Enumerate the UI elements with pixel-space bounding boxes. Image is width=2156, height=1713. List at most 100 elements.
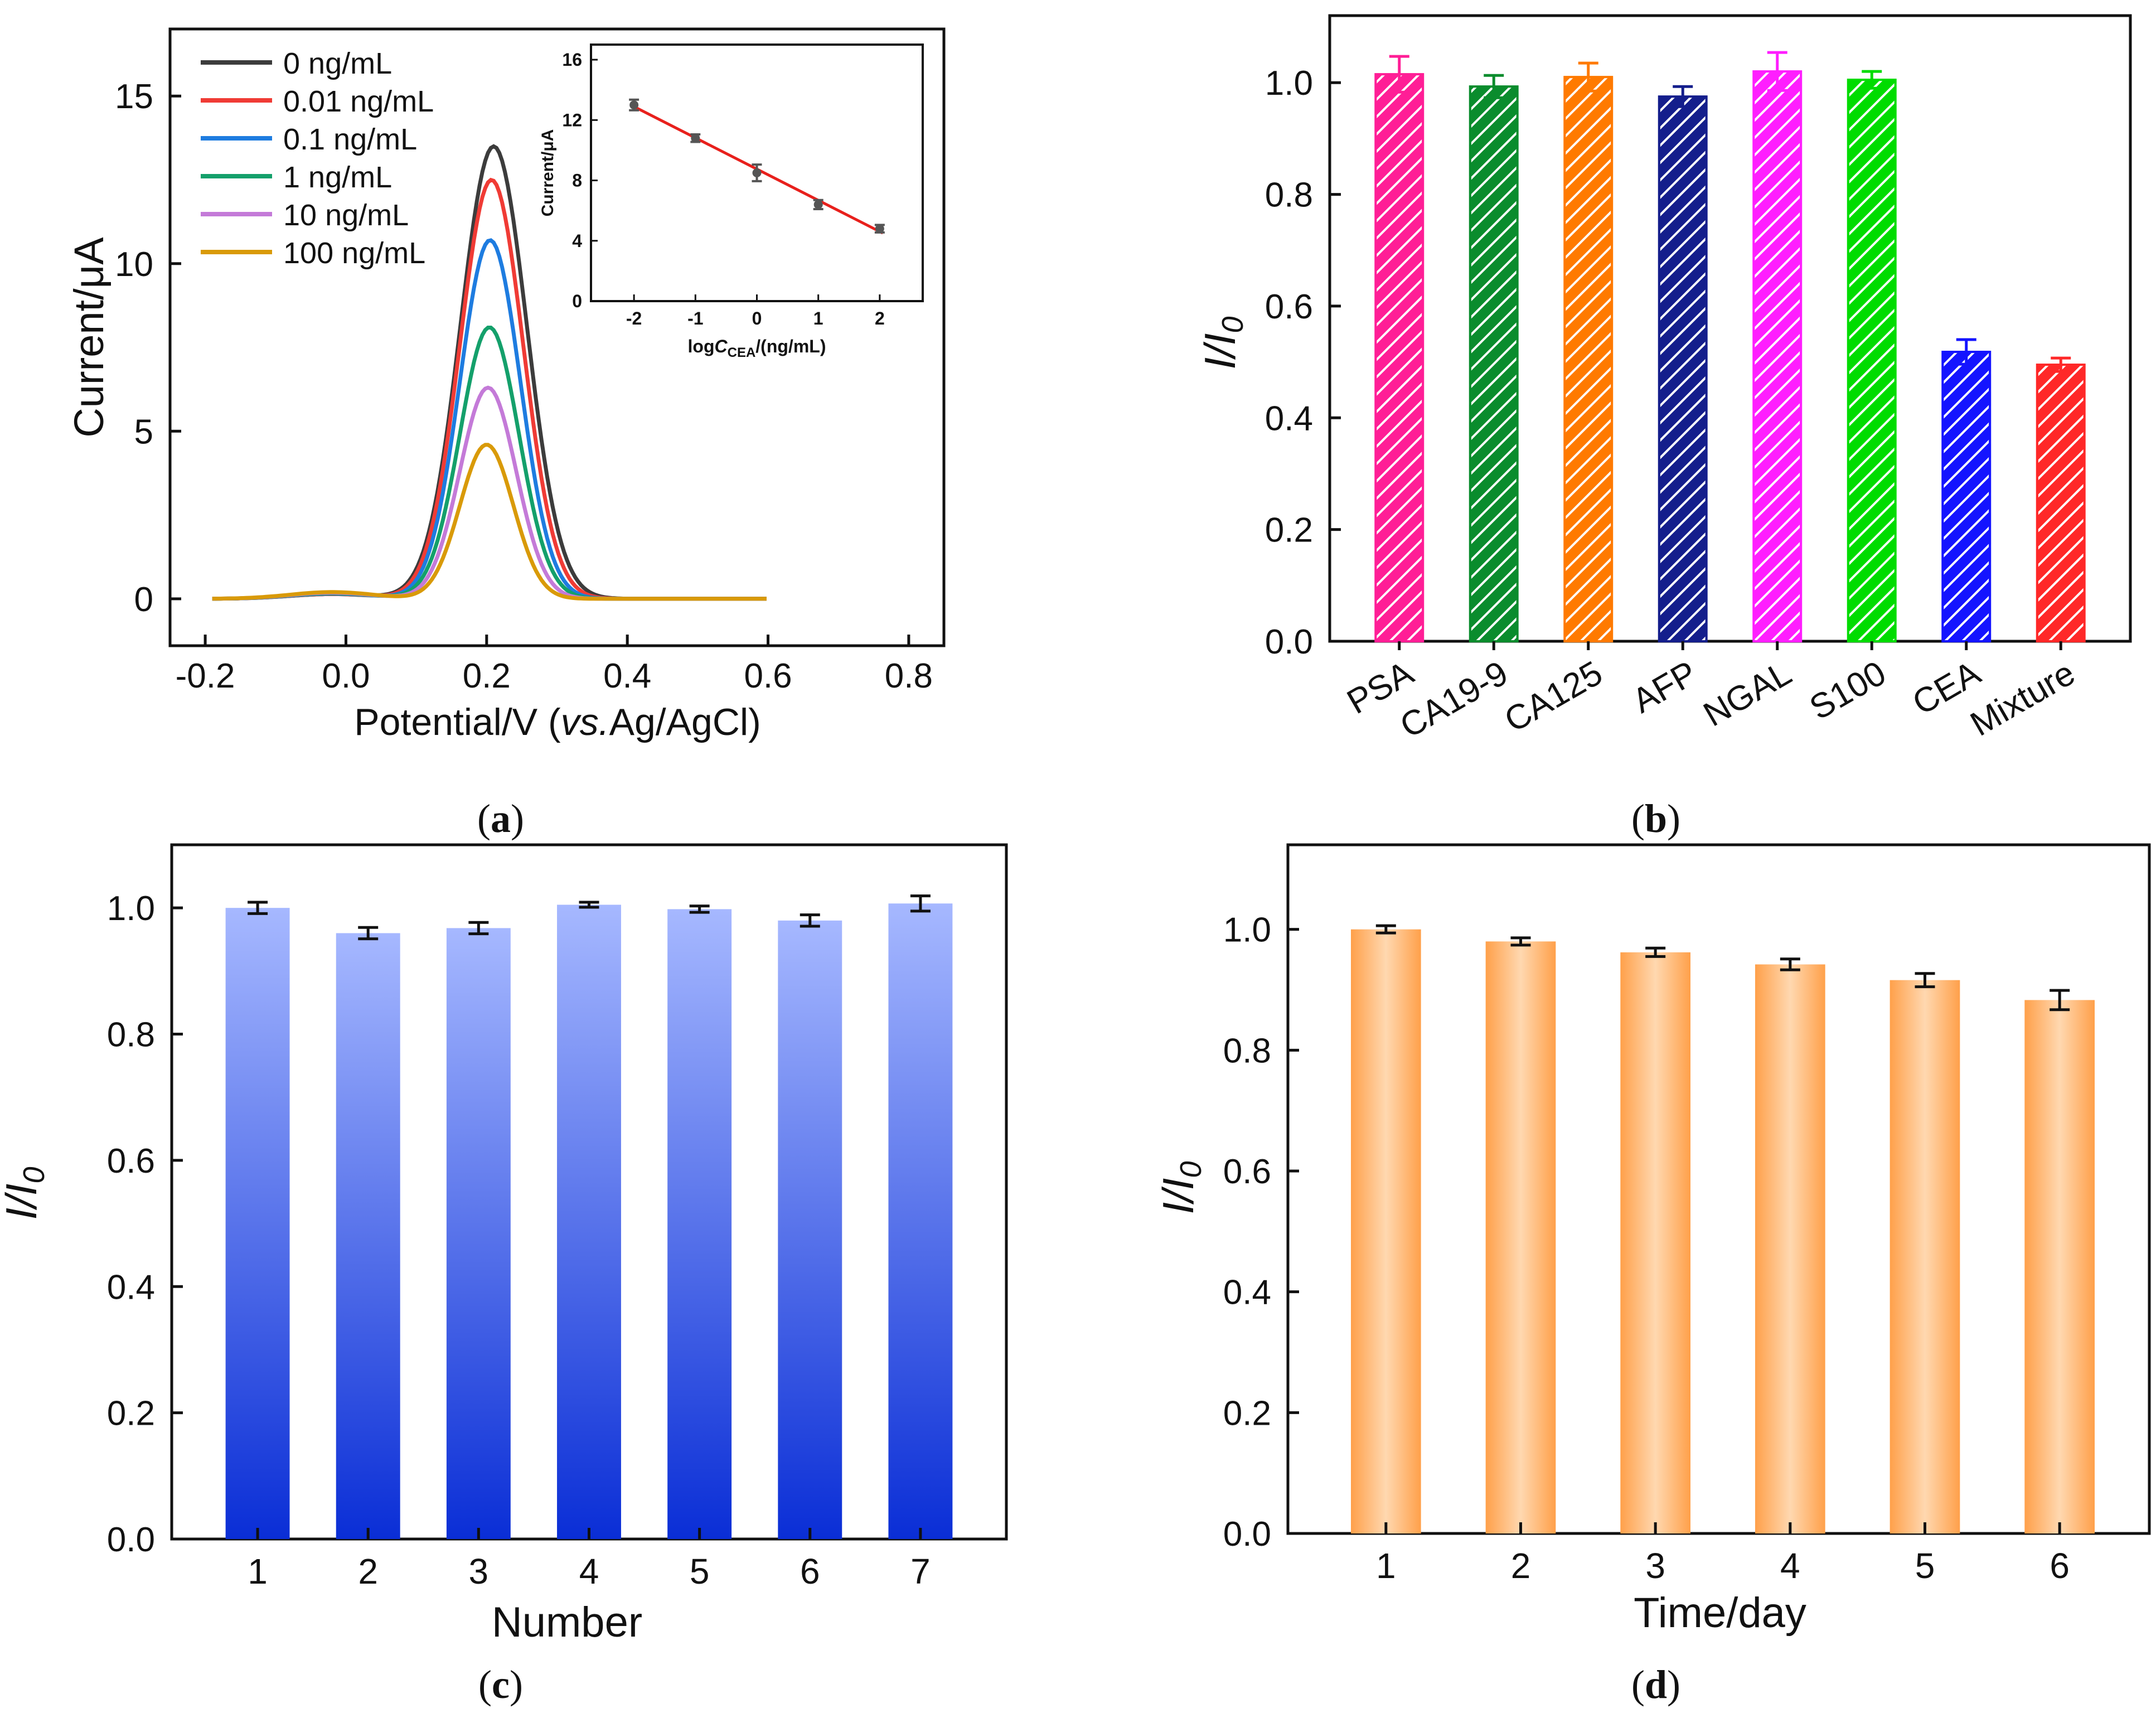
- panel-c-label: (c): [478, 1662, 523, 1707]
- panel-a-x-tick-label: 0.6: [744, 657, 792, 695]
- panel-a-inset-point: [629, 100, 639, 110]
- panel-c-bar: [667, 909, 732, 1539]
- panel-b-bar-hatch: [1658, 95, 1708, 643]
- panel-d-y-tick-label: 0.6: [1223, 1153, 1271, 1191]
- panel-a-legend-label: 100 ng/mL: [283, 236, 425, 270]
- panel-d-x-tick-label: 6: [2050, 1546, 2070, 1586]
- panel-b-y-tick-label: 0.4: [1265, 399, 1313, 438]
- panel-c-chart: 0.0 0.2 0.4 0.6 0.8 1.0 1 2 3 4 5 6 7 I/I0 Number (…: [0, 843, 1008, 1707]
- panel-a-inset-x-title-prefix: log: [688, 336, 715, 356]
- panel-c-y-tick-label: 0.6: [107, 1142, 155, 1180]
- panel-a-y-tick-label: 0: [134, 580, 153, 619]
- panel-b-y-tick-label: 0.6: [1265, 288, 1313, 326]
- panel-c-x-tick-label: 7: [910, 1551, 931, 1591]
- panel-c-bar: [778, 920, 842, 1539]
- panel-c-bar: [888, 903, 953, 1539]
- panel-d-x-tick-label: 3: [1645, 1546, 1665, 1586]
- panel-c-x-tick-label: 3: [469, 1551, 489, 1591]
- panel-a-x-tick-label: 0.2: [463, 657, 511, 695]
- panel-b-x-tick-label: NGAL: [1697, 654, 1798, 734]
- panel-d-label: (d): [1631, 1662, 1680, 1707]
- panel-a-inset-x-tick-label: 0: [752, 308, 762, 328]
- panel-b-label: (b): [1631, 796, 1680, 841]
- panel-a-y-axis-title: Current/μA: [66, 237, 112, 438]
- panel-c-x-axis-title: Number: [492, 1599, 642, 1646]
- panel-c-bar: [336, 933, 400, 1539]
- panel-d-y-tick-label: 0.2: [1223, 1394, 1271, 1433]
- panel-a-legend-label: 0.1 ng/mL: [283, 123, 417, 156]
- panel-b-x-tick-label: AFP: [1626, 654, 1703, 720]
- panel-b-x-tick-label: CA125: [1498, 654, 1609, 740]
- panel-d-bar: [1351, 929, 1421, 1533]
- panel-d-y-tick-label: 0.0: [1223, 1515, 1271, 1554]
- panel-b-y-axis-title: I/I0: [1195, 316, 1249, 369]
- panel-a-inset-y-tick-label: 8: [572, 171, 582, 191]
- panel-b-y-tick-label: 1.0: [1265, 64, 1313, 103]
- panel-a-x-tick-label: 0.8: [885, 657, 933, 695]
- panel-c-x-tick-label: 1: [248, 1551, 268, 1591]
- panel-a-inset-x-tick-label: 1: [813, 308, 823, 328]
- panel-c-y-tick-label: 0.0: [107, 1521, 155, 1559]
- panel-a-series-line-5: [212, 443, 767, 601]
- panel-d-y-tick-label: 1.0: [1223, 911, 1271, 950]
- panel-a-x-axis-title: Potential/V (vs.Ag/AgCl): [354, 701, 760, 743]
- panel-b-bar-hatch: [1847, 79, 1897, 642]
- panel-a-inset-point: [752, 168, 762, 177]
- panel-a-x-tick-label: 0.0: [322, 657, 370, 695]
- panel-b-bar-hatch: [1563, 76, 1614, 643]
- panel-d-x-tick-label: 4: [1780, 1546, 1800, 1586]
- panel-a-y-tick-label: 15: [115, 78, 153, 116]
- panel-a-inset-x-title-sub: CEA: [728, 345, 756, 360]
- panel-a-inset-point: [813, 200, 823, 209]
- panel-a-legend-label: 1 ng/mL: [283, 161, 392, 194]
- panel-a-legend-label: 10 ng/mL: [283, 199, 409, 232]
- panel-b-bar-hatch: [1752, 70, 1803, 642]
- panel-b-x-tick-label: Mixture: [1964, 654, 2082, 743]
- panel-b-x-tick-label: CA19-9: [1394, 654, 1515, 746]
- panel-d-bar: [1755, 964, 1825, 1533]
- panel-a-label: (a): [477, 796, 524, 841]
- panel-c-x-tick-label: 6: [800, 1551, 820, 1591]
- panel-b-bar-hatch: [2036, 364, 2086, 643]
- panel-c-y-tick-label: 0.2: [107, 1395, 155, 1433]
- panel-d-bar: [2024, 1000, 2095, 1533]
- panel-d-y-tick-label: 0.4: [1223, 1274, 1271, 1312]
- panel-a-inset-y-tick-label: 4: [572, 231, 582, 251]
- panel-c-y-axis-title: I/I0: [0, 1167, 51, 1220]
- panel-a-inset-point: [691, 133, 700, 143]
- panel-a-inset-y-tick-label: 16: [562, 50, 582, 70]
- panel-d-bar: [1485, 941, 1556, 1533]
- panel-b-x-tick-label: S100: [1803, 654, 1892, 727]
- panel-a-inset-x-tick-label: 2: [875, 308, 885, 328]
- panel-d-x-tick-label: 5: [1915, 1546, 1935, 1586]
- panel-a-series-line-4: [212, 385, 767, 601]
- panel-d-x-axis-title: Time/day: [1634, 1589, 1806, 1637]
- panel-b-bar-hatch: [1469, 85, 1519, 642]
- panel-b-y-tick-label: 0.8: [1265, 176, 1313, 215]
- panel-a-x-tick-label: -0.2: [176, 657, 235, 695]
- panel-a-inset-x-tick-label: -1: [687, 308, 703, 328]
- panel-b-bar-hatch: [1941, 351, 1992, 642]
- panel-d-y-tick-label: 0.8: [1223, 1032, 1271, 1070]
- panel-c-x-tick-label: 4: [579, 1551, 599, 1591]
- panel-a-legend-label: 0 ng/mL: [283, 47, 392, 80]
- panel-a-inset-y-tick-label: 12: [562, 110, 582, 130]
- panel-b-plot-frame: [1328, 14, 2132, 643]
- panel-c-bar: [557, 904, 621, 1539]
- panel-a-inset-y-tick-label: 0: [572, 291, 582, 311]
- panel-d-plot-frame: [1286, 843, 2151, 1535]
- panel-c-y-tick-label: 1.0: [107, 889, 155, 928]
- panel-d-bar: [1889, 980, 1960, 1533]
- panel-a-inset-x-axis-title: logCCEA/(ng/mL): [688, 336, 826, 360]
- panel-a-y-tick-label: 10: [115, 245, 153, 284]
- panel-c-y-tick-label: 0.4: [107, 1268, 155, 1306]
- panel-d-x-tick-label: 2: [1511, 1546, 1531, 1586]
- panel-b-bar-hatch: [1374, 73, 1425, 642]
- panel-b-y-tick-label: 0.2: [1265, 511, 1313, 550]
- panel-c-x-tick-label: 2: [358, 1551, 378, 1591]
- panel-a-inset-x-title-italic: C: [715, 336, 728, 356]
